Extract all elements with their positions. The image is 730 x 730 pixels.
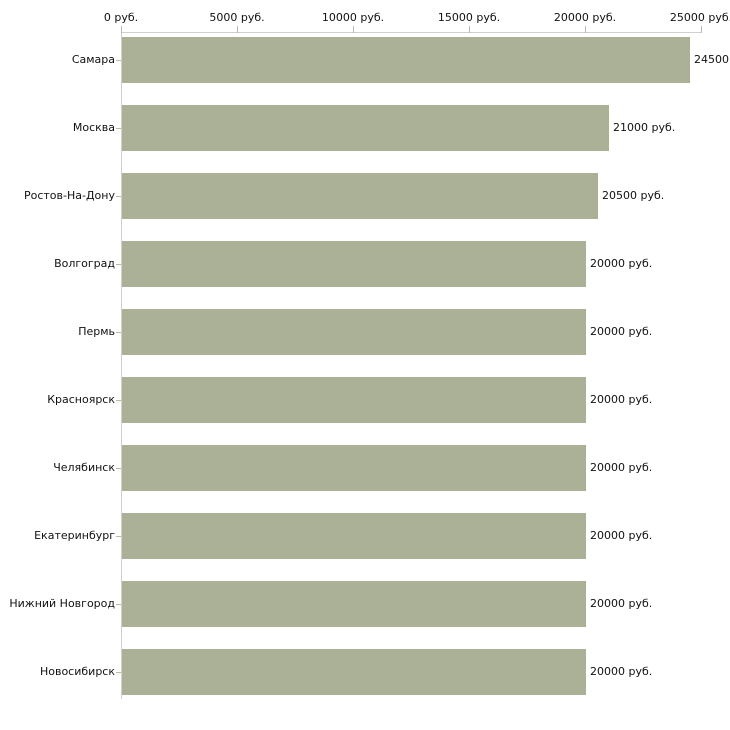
x-axis-tick-mark bbox=[121, 26, 122, 33]
category-label: Самара bbox=[71, 53, 115, 66]
value-label: 20000 руб. bbox=[590, 461, 653, 474]
category-label: Челябинск bbox=[53, 461, 115, 474]
category-label: Пермь bbox=[78, 325, 115, 338]
bar bbox=[122, 36, 690, 83]
x-axis-tick-label: 0 руб. bbox=[103, 11, 139, 24]
x-axis-tick-mark bbox=[469, 26, 470, 33]
category-label: Нижний Новгород bbox=[9, 597, 115, 610]
x-axis-line bbox=[121, 32, 701, 33]
x-axis-tick-mark bbox=[237, 26, 238, 33]
y-axis-tick-mark bbox=[116, 59, 121, 61]
category-label: Новосибирск bbox=[39, 665, 115, 678]
y-axis-tick-mark bbox=[116, 467, 121, 469]
bar bbox=[122, 376, 586, 423]
category-label: Москва bbox=[72, 121, 115, 134]
x-axis-tick-label: 15000 руб. bbox=[437, 11, 501, 24]
value-label: 20000 руб. bbox=[590, 325, 653, 338]
bar bbox=[122, 172, 598, 219]
value-label: 20000 руб. bbox=[590, 529, 653, 542]
y-axis-tick-mark bbox=[116, 671, 121, 673]
category-label: Екатеринбург bbox=[34, 529, 115, 542]
y-axis-tick-mark bbox=[116, 399, 121, 401]
x-axis-tick-label: 5000 руб. bbox=[209, 11, 265, 24]
category-label: Ростов-На-Дону bbox=[23, 189, 115, 202]
value-label: 24500 руб. bbox=[694, 53, 730, 66]
x-axis-tick-mark bbox=[701, 26, 702, 33]
y-axis-line bbox=[121, 32, 122, 699]
bar bbox=[122, 308, 586, 355]
value-label: 20000 руб. bbox=[590, 257, 653, 270]
value-label: 21000 руб. bbox=[613, 121, 676, 134]
category-label: Волгоград bbox=[54, 257, 115, 270]
x-axis-tick-label: 25000 руб. bbox=[669, 11, 730, 24]
y-axis-tick-mark bbox=[116, 331, 121, 333]
value-label: 20000 руб. bbox=[590, 665, 653, 678]
bar bbox=[122, 240, 586, 287]
x-axis-tick-label: 10000 руб. bbox=[321, 11, 385, 24]
value-label: 20000 руб. bbox=[590, 597, 653, 610]
x-axis-tick-label: 20000 руб. bbox=[553, 11, 617, 24]
y-axis-tick-mark bbox=[116, 263, 121, 265]
bar bbox=[122, 580, 586, 627]
y-axis-tick-mark bbox=[116, 535, 121, 537]
value-label: 20000 руб. bbox=[590, 393, 653, 406]
y-axis-tick-mark bbox=[116, 603, 121, 605]
value-label: 20500 руб. bbox=[602, 189, 665, 202]
bar bbox=[122, 104, 609, 151]
y-axis-tick-mark bbox=[116, 127, 121, 129]
bar bbox=[122, 444, 586, 491]
bar bbox=[122, 648, 586, 695]
x-axis-tick-mark bbox=[585, 26, 586, 33]
x-axis-tick-mark bbox=[353, 26, 354, 33]
bar bbox=[122, 512, 586, 559]
y-axis-tick-mark bbox=[116, 195, 121, 197]
category-label: Красноярск bbox=[47, 393, 115, 406]
